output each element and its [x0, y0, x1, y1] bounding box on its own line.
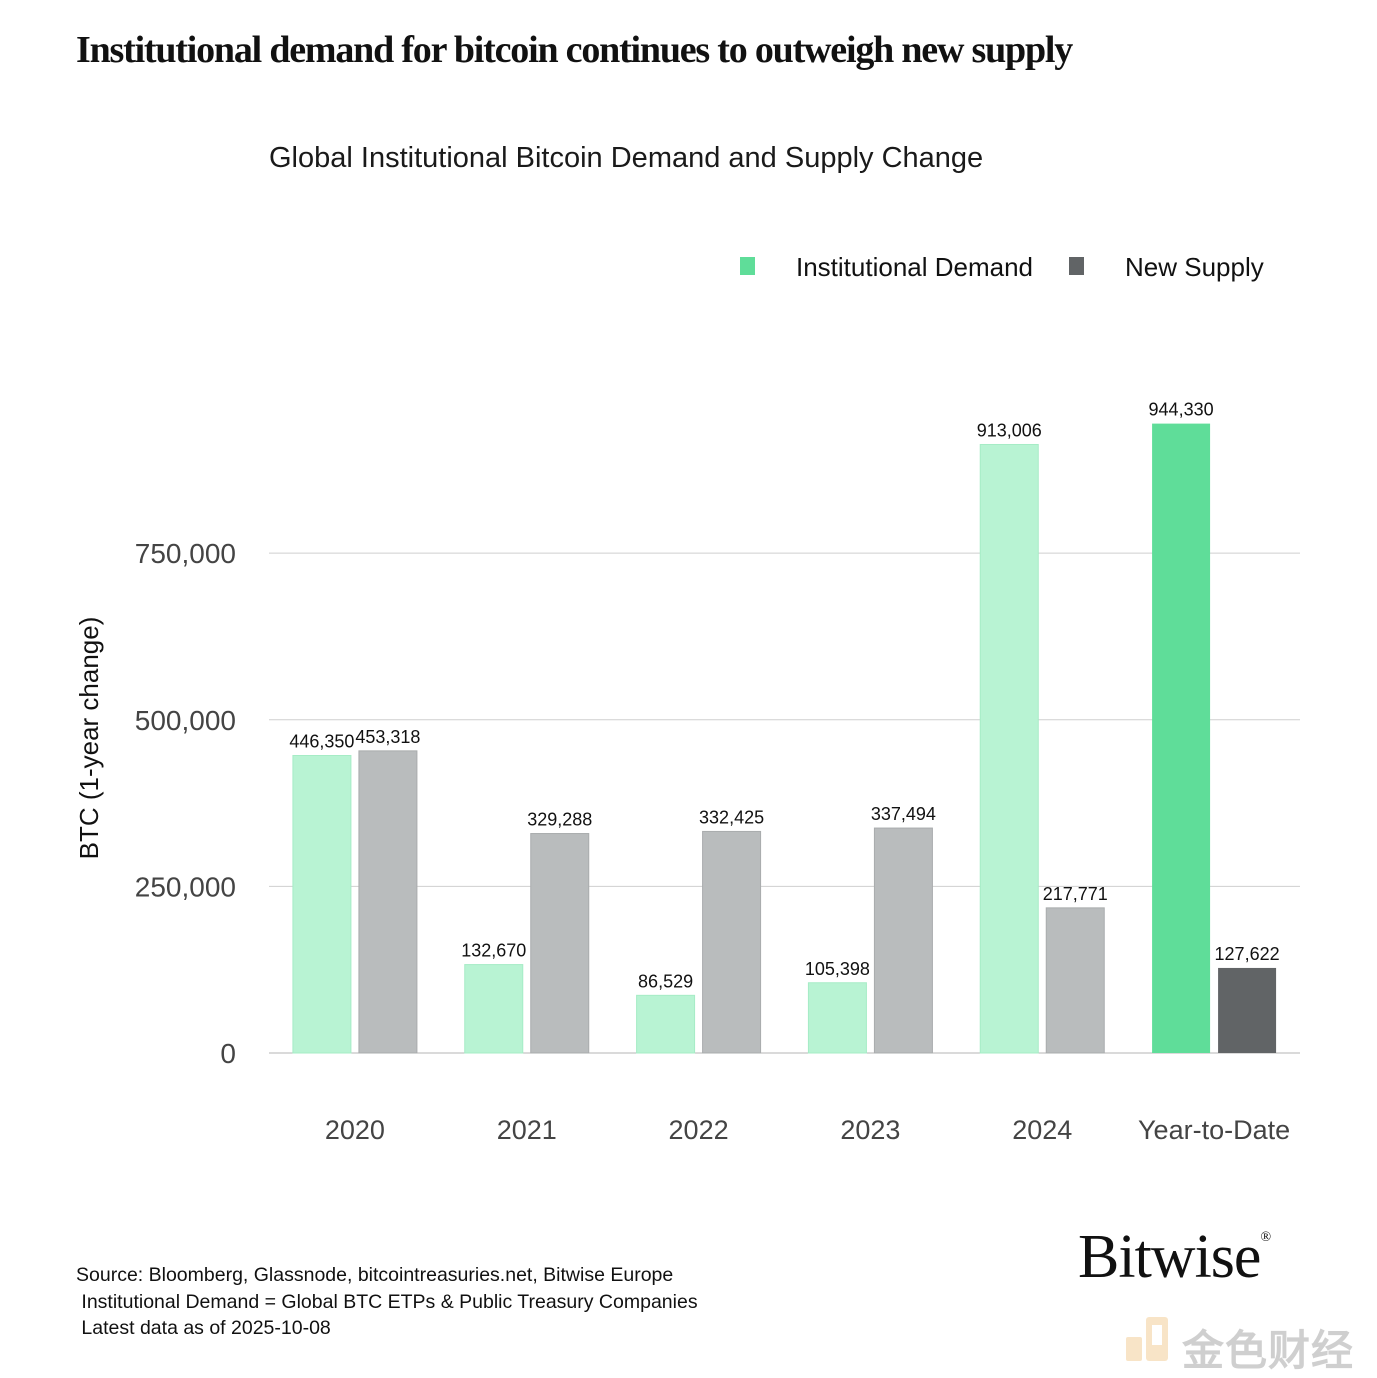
data-label: 453,318 [355, 727, 420, 747]
x-tick-label: Year-to-Date [1138, 1115, 1290, 1145]
legend-swatch [1069, 257, 1084, 275]
data-label: 127,622 [1215, 944, 1280, 964]
bar-new-supply [530, 833, 590, 1054]
definition-line: Institutional Demand = Global BTC ETPs &… [76, 1290, 698, 1313]
x-tick-label: 2021 [497, 1115, 557, 1145]
registered-mark: ® [1260, 1230, 1271, 1245]
data-label: 105,398 [805, 959, 870, 979]
data-label: 332,425 [699, 807, 764, 827]
bar-institutional-demand [1152, 423, 1211, 1053]
data-label: 944,330 [1149, 400, 1214, 420]
source-line: Source: Bloomberg, Glassnode, bitcointre… [76, 1264, 674, 1286]
watermark: 金色财经 [1124, 1315, 1369, 1374]
x-tick-label: 2022 [669, 1115, 729, 1145]
watermark-text: 金色财经 [1182, 1327, 1355, 1374]
data-label: 86,529 [638, 971, 693, 991]
x-tick-label: 2023 [840, 1115, 900, 1145]
bar-new-supply [702, 830, 762, 1054]
source-notes: Source: Bloomberg, Glassnode, bitcointre… [76, 1262, 698, 1342]
watermark-logo-icon [1126, 1317, 1168, 1361]
bar-new-supply [358, 750, 418, 1054]
y-tick-label: 0 [220, 1038, 236, 1069]
headline: Institutional demand for bitcoin continu… [76, 29, 1073, 71]
x-tick-label: 2024 [1012, 1115, 1072, 1145]
data-label: 913,006 [977, 420, 1042, 440]
x-tick-label: 2020 [325, 1115, 385, 1145]
bar-new-supply [873, 827, 933, 1054]
data-label: 337,494 [871, 804, 936, 824]
bar-institutional-demand [979, 443, 1039, 1054]
bar-new-supply [1218, 967, 1277, 1053]
date-line: Latest data as of 2025-10-08 [76, 1317, 331, 1339]
data-label: 446,350 [289, 732, 354, 752]
bar-institutional-demand [636, 994, 696, 1054]
bar-new-supply [1045, 907, 1105, 1054]
bar-institutional-demand [464, 964, 524, 1054]
y-axis-label: BTC (1-year change) [74, 617, 104, 860]
y-tick-label: 250,000 [135, 871, 236, 902]
legend-label: Institutional Demand [796, 252, 1033, 282]
data-label: 329,288 [527, 810, 592, 830]
data-label: 132,670 [461, 941, 526, 961]
bar-institutional-demand [807, 982, 867, 1054]
legend-label: New Supply [1125, 252, 1264, 282]
brand-name: Bitwise [1078, 1223, 1261, 1291]
y-tick-label: 500,000 [135, 705, 236, 736]
chart-title: Global Institutional Bitcoin Demand and … [269, 142, 984, 174]
bar-institutional-demand [292, 755, 352, 1054]
data-label: 217,771 [1043, 884, 1108, 904]
bitwise-logo: Bitwise® [1078, 1222, 1271, 1293]
legend-swatch [740, 257, 755, 275]
y-tick-label: 750,000 [135, 538, 236, 569]
